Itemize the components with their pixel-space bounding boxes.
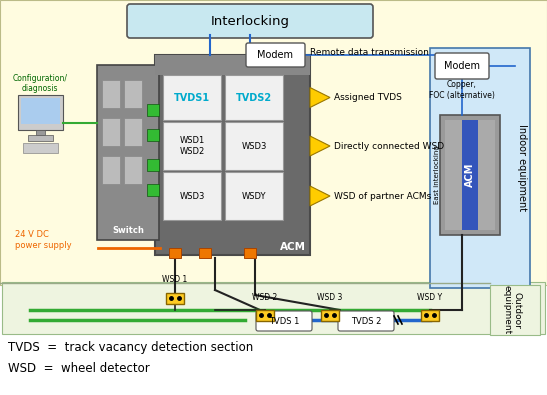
Bar xyxy=(430,48,530,288)
Bar xyxy=(321,310,339,320)
Bar xyxy=(155,55,310,255)
Bar xyxy=(21,98,60,124)
Text: Assigned TVDS: Assigned TVDS xyxy=(334,93,402,102)
Bar xyxy=(421,310,439,320)
Bar xyxy=(124,118,142,146)
Text: TVDS 2: TVDS 2 xyxy=(351,316,381,325)
Text: Indoor equipment: Indoor equipment xyxy=(517,124,527,212)
Bar xyxy=(124,156,142,184)
FancyBboxPatch shape xyxy=(435,53,489,79)
Bar xyxy=(462,120,478,230)
Text: Remote data transmission: Remote data transmission xyxy=(310,47,429,56)
FancyBboxPatch shape xyxy=(338,311,394,331)
Text: 24 V DC
power supply: 24 V DC power supply xyxy=(15,230,72,250)
FancyBboxPatch shape xyxy=(256,311,312,331)
Bar xyxy=(244,248,256,258)
Polygon shape xyxy=(310,136,330,156)
Text: TVDS2: TVDS2 xyxy=(236,92,272,102)
Polygon shape xyxy=(310,88,330,107)
Text: WSD 2: WSD 2 xyxy=(252,293,278,301)
Text: TVDS1: TVDS1 xyxy=(174,92,210,102)
Text: TVDS 1: TVDS 1 xyxy=(269,316,299,325)
Bar xyxy=(440,115,500,235)
FancyBboxPatch shape xyxy=(246,43,305,67)
Text: Configuration/
diagnosis: Configuration/ diagnosis xyxy=(13,73,67,93)
Bar xyxy=(225,75,283,120)
Bar xyxy=(23,143,58,153)
Bar xyxy=(225,122,283,170)
Bar xyxy=(163,75,221,120)
Bar xyxy=(166,293,184,303)
Text: Modem: Modem xyxy=(444,61,480,71)
Bar xyxy=(225,172,283,220)
Bar xyxy=(2,282,545,334)
Bar xyxy=(124,80,142,108)
Bar xyxy=(102,80,120,108)
FancyBboxPatch shape xyxy=(127,4,373,38)
Text: Directly connected WSD: Directly connected WSD xyxy=(334,141,444,150)
Text: WSD 1: WSD 1 xyxy=(162,275,188,284)
Bar xyxy=(0,0,547,285)
Bar xyxy=(169,248,181,258)
Bar xyxy=(163,172,221,220)
Text: WSD1
WSD2: WSD1 WSD2 xyxy=(179,136,205,156)
Bar xyxy=(147,184,159,196)
Text: Outdoor
equipment: Outdoor equipment xyxy=(502,285,522,335)
Text: Interlocking: Interlocking xyxy=(211,15,289,28)
Text: WSDY: WSDY xyxy=(242,192,266,201)
Bar xyxy=(102,156,120,184)
Text: WSD3: WSD3 xyxy=(179,192,205,201)
Polygon shape xyxy=(310,186,330,206)
Text: Copper,
FOC (alternative): Copper, FOC (alternative) xyxy=(429,80,495,100)
Text: WSD Y: WSD Y xyxy=(417,293,443,301)
Bar xyxy=(199,248,211,258)
Text: WSD  =  wheel detector: WSD = wheel detector xyxy=(8,361,150,374)
Text: ACM: ACM xyxy=(280,242,306,252)
Bar xyxy=(97,65,159,240)
Bar xyxy=(256,310,274,320)
Text: East interlocking: East interlocking xyxy=(434,146,440,204)
Text: ACM: ACM xyxy=(465,163,475,187)
Bar xyxy=(102,118,120,146)
Text: TVDS  =  track vacancy detection section: TVDS = track vacancy detection section xyxy=(8,342,253,354)
Bar xyxy=(18,95,63,130)
Bar xyxy=(36,130,45,135)
Text: Switch: Switch xyxy=(112,226,144,235)
Bar xyxy=(28,135,53,141)
Bar xyxy=(163,122,221,170)
Bar xyxy=(490,285,540,335)
Bar xyxy=(155,55,310,75)
Bar xyxy=(147,129,159,141)
Text: WSD 3: WSD 3 xyxy=(317,293,342,301)
Text: WSD3: WSD3 xyxy=(241,141,267,150)
Text: WSD of partner ACMs: WSD of partner ACMs xyxy=(334,192,431,201)
Bar xyxy=(445,120,495,230)
Bar xyxy=(147,159,159,171)
Text: Modem: Modem xyxy=(258,50,294,60)
Bar xyxy=(147,104,159,116)
